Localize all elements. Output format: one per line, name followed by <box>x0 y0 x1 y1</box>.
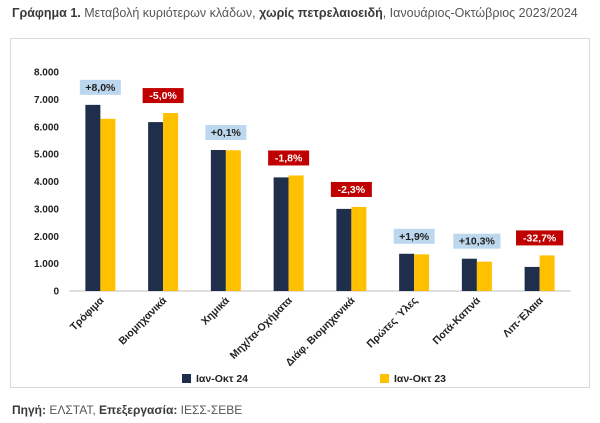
change-label-box <box>142 88 184 104</box>
bar-2023 <box>163 113 179 291</box>
bar-2023 <box>100 118 116 291</box>
bar-2024 <box>210 150 226 291</box>
change-label-box <box>79 79 121 95</box>
bar-2023 <box>351 206 367 291</box>
processing-value: ΙΕΣΣ-ΣΕΒΕ <box>177 403 243 417</box>
legend-swatch <box>380 374 389 383</box>
change-label-box <box>330 181 372 197</box>
chart-area: 0 1.000 2.000 3.000 4.000 5.000 6.000 7.000 8.00… <box>10 38 590 388</box>
source-note: Πηγή: ΕΛΣΤΑΤ, Επεξεργασία: ΙΕΣΣ-ΣΕΒΕ <box>12 403 242 417</box>
legend-label: Ιαν-Οκτ 23 <box>394 373 446 385</box>
bar-2024 <box>524 266 540 291</box>
change-label-box <box>516 230 564 246</box>
bar-2024 <box>399 253 415 291</box>
category-label: Μηχ/τα-Οχήματα <box>228 294 295 361</box>
legend-swatch <box>182 374 191 383</box>
bar-2023 <box>225 150 241 291</box>
category-label: Πρώτες Ύλες <box>365 294 421 350</box>
chart-title-suffix: , Ιανουάριος-Οκτώβριος 2023/2024 <box>382 6 578 20</box>
bar-2024 <box>85 104 101 291</box>
chart-title: Γράφημα 1. Μεταβολή κυριότερων κλάδων, χ… <box>12 6 578 20</box>
bar-2023 <box>476 261 492 291</box>
bar-2023 <box>288 175 304 291</box>
bar-2024 <box>336 208 352 291</box>
change-label-box <box>453 233 501 249</box>
category-label: Χημικά <box>199 294 232 327</box>
category-label: Τρόφιμα <box>68 294 107 333</box>
legend-label: Ιαν-Οκτ 24 <box>196 373 248 385</box>
bar-2023 <box>539 255 555 291</box>
y-tick-label: 8.000 <box>34 68 59 79</box>
y-tick-label: 7.000 <box>34 95 59 106</box>
bar-2024 <box>273 177 289 291</box>
bar-2023 <box>414 254 430 291</box>
bar-chart: 0 1.000 2.000 3.000 4.000 5.000 6.000 7.000 8.00… <box>34 68 571 385</box>
category-label: Βιομηχανικά <box>117 294 170 347</box>
change-label-box <box>268 150 310 166</box>
y-tick-label: 2.000 <box>34 232 59 243</box>
chart-title-prefix: Γράφημα 1. <box>12 6 81 20</box>
y-tick-label: 0 <box>53 287 59 298</box>
y-tick-label: 3.000 <box>34 204 59 215</box>
y-tick-label: 4.000 <box>34 177 59 188</box>
change-label: +1,9% <box>399 231 430 243</box>
y-tick-label: 1.000 <box>34 259 59 270</box>
category-label: Λιπ-Έλαια <box>501 294 547 340</box>
change-label: -32,7% <box>523 232 557 244</box>
change-label-box <box>205 125 247 141</box>
y-tick-label: 6.000 <box>34 122 59 133</box>
change-label: +8,0% <box>85 82 116 94</box>
change-label: -5,0% <box>149 90 177 102</box>
bar-2024 <box>148 122 164 291</box>
change-label: +10,3% <box>459 236 496 248</box>
processing-label: Επεξεργασία: <box>99 403 178 417</box>
bar-2024 <box>461 258 477 291</box>
change-label: -2,3% <box>338 184 366 196</box>
change-label-box <box>393 228 435 244</box>
source-label: Πηγή: <box>12 403 46 417</box>
change-label: +0,1% <box>211 127 242 139</box>
category-label: Διάφ. Βιομηχανικά <box>283 294 358 369</box>
y-tick-label: 5.000 <box>34 150 59 161</box>
change-label: -1,8% <box>275 152 303 164</box>
chart-title-emphasis: χωρίς πετρελαιοειδή <box>259 6 383 20</box>
source-value: ΕΛΣΤΑΤ, <box>46 403 100 417</box>
chart-title-text: Μεταβολή κυριότερων κλάδων, <box>80 6 260 20</box>
category-label: Ποτά-Καπνά <box>431 294 484 347</box>
